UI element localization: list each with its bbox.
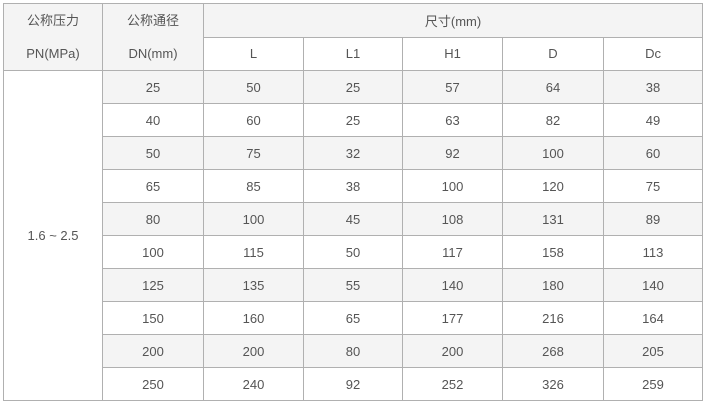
cell-l1: 50: [303, 235, 403, 269]
cell-dn: 100: [102, 235, 204, 269]
cell-l1: 25: [303, 70, 403, 104]
column-header-d: D: [502, 36, 604, 71]
dn-header: 公称通径 DN(mm): [102, 3, 204, 71]
cell-dc: 75: [602, 169, 704, 203]
dn-label: 公称通径: [126, 13, 179, 28]
cell-d: 216: [502, 301, 604, 335]
pn-unit: PN(MPa): [26, 46, 80, 61]
pn-label: 公称压力: [26, 13, 79, 28]
cell-l1: 25: [303, 103, 403, 137]
cell-l1: 32: [303, 136, 403, 170]
dimensions-header: 尺寸(mm): [202, 3, 704, 38]
cell-l1: 92: [303, 367, 403, 401]
cell-h1: 63: [402, 103, 503, 137]
cell-h1: 177: [402, 301, 503, 335]
cell-l: 85: [203, 169, 304, 203]
pn-header: 公称压力 PN(MPa): [3, 3, 103, 71]
cell-dn: 125: [102, 268, 204, 302]
cell-dn: 80: [102, 202, 204, 236]
cell-dc: 205: [602, 334, 704, 368]
cell-d: 158: [502, 235, 604, 269]
cell-l: 200: [203, 334, 304, 368]
cell-d: 100: [502, 136, 604, 170]
cell-dn: 250: [102, 367, 204, 401]
cell-l: 50: [203, 70, 304, 104]
cell-h1: 252: [402, 367, 503, 401]
cell-d: 180: [502, 268, 604, 302]
cell-h1: 140: [402, 268, 503, 302]
cell-dc: 60: [602, 136, 704, 170]
table-row: 80 100 45 108 131 89: [4, 202, 704, 236]
cell-h1: 100: [402, 169, 503, 203]
table-row: 50 75 32 92 100 60: [4, 136, 704, 170]
cell-dn: 65: [102, 169, 204, 203]
dimension-table: 公称压力 PN(MPa) 公称通径 DN(mm) 尺寸(mm) L L1 H1 …: [3, 3, 704, 401]
cell-l: 240: [203, 367, 304, 401]
table-row: 1.6 ~ 2.5 25 50 25 57 64 38: [3, 70, 704, 401]
table-row: 65 85 38 100 120 75: [4, 169, 704, 203]
table-row: 250 240 92 252 326 259: [4, 367, 704, 401]
cell-l1: 80: [303, 334, 403, 368]
cell-l: 135: [203, 268, 304, 302]
cell-l1: 38: [303, 169, 403, 203]
cell-dn: 25: [102, 70, 204, 104]
table-row: 150 160 65 177 216 164: [4, 301, 704, 335]
column-header-h1: H1: [402, 36, 503, 71]
column-header-l: L: [203, 36, 304, 71]
cell-l: 115: [203, 235, 304, 269]
column-header-dc: Dc: [602, 36, 704, 71]
cell-dc: 164: [602, 301, 704, 335]
cell-dn: 150: [102, 301, 204, 335]
pn-value: 1.6 ~ 2.5: [3, 70, 103, 401]
cell-h1: 92: [402, 136, 503, 170]
cell-h1: 108: [402, 202, 503, 236]
cell-l1: 55: [303, 268, 403, 302]
cell-h1: 117: [402, 235, 503, 269]
cell-dn: 200: [102, 334, 204, 368]
table-row: 100 115 50 117 158 113: [4, 235, 704, 269]
cell-dc: 38: [602, 70, 704, 104]
cell-l: 100: [203, 202, 304, 236]
table-row: 125 135 55 140 180 140: [4, 268, 704, 302]
cell-l1: 65: [303, 301, 403, 335]
cell-d: 268: [502, 334, 604, 368]
column-header-l1: L1: [303, 36, 403, 71]
cell-l: 75: [203, 136, 304, 170]
cell-l: 160: [203, 301, 304, 335]
cell-l1: 45: [303, 202, 403, 236]
cell-d: 82: [502, 103, 604, 137]
dn-unit: DN(mm): [128, 46, 178, 61]
cell-dc: 259: [602, 367, 704, 401]
cell-dc: 49: [602, 103, 704, 137]
cell-d: 64: [502, 70, 604, 104]
cell-dc: 140: [602, 268, 704, 302]
cell-l: 60: [203, 103, 304, 137]
cell-h1: 57: [402, 70, 503, 104]
cell-d: 131: [502, 202, 604, 236]
cell-h1: 200: [402, 334, 503, 368]
cell-d: 120: [502, 169, 604, 203]
table-row: 40 60 25 63 82 49: [4, 103, 704, 137]
cell-dn: 50: [102, 136, 204, 170]
cell-d: 326: [502, 367, 604, 401]
cell-dc: 113: [602, 235, 704, 269]
cell-dn: 40: [102, 103, 204, 137]
cell-dc: 89: [602, 202, 704, 236]
table-row: 200 200 80 200 268 205: [4, 334, 704, 368]
